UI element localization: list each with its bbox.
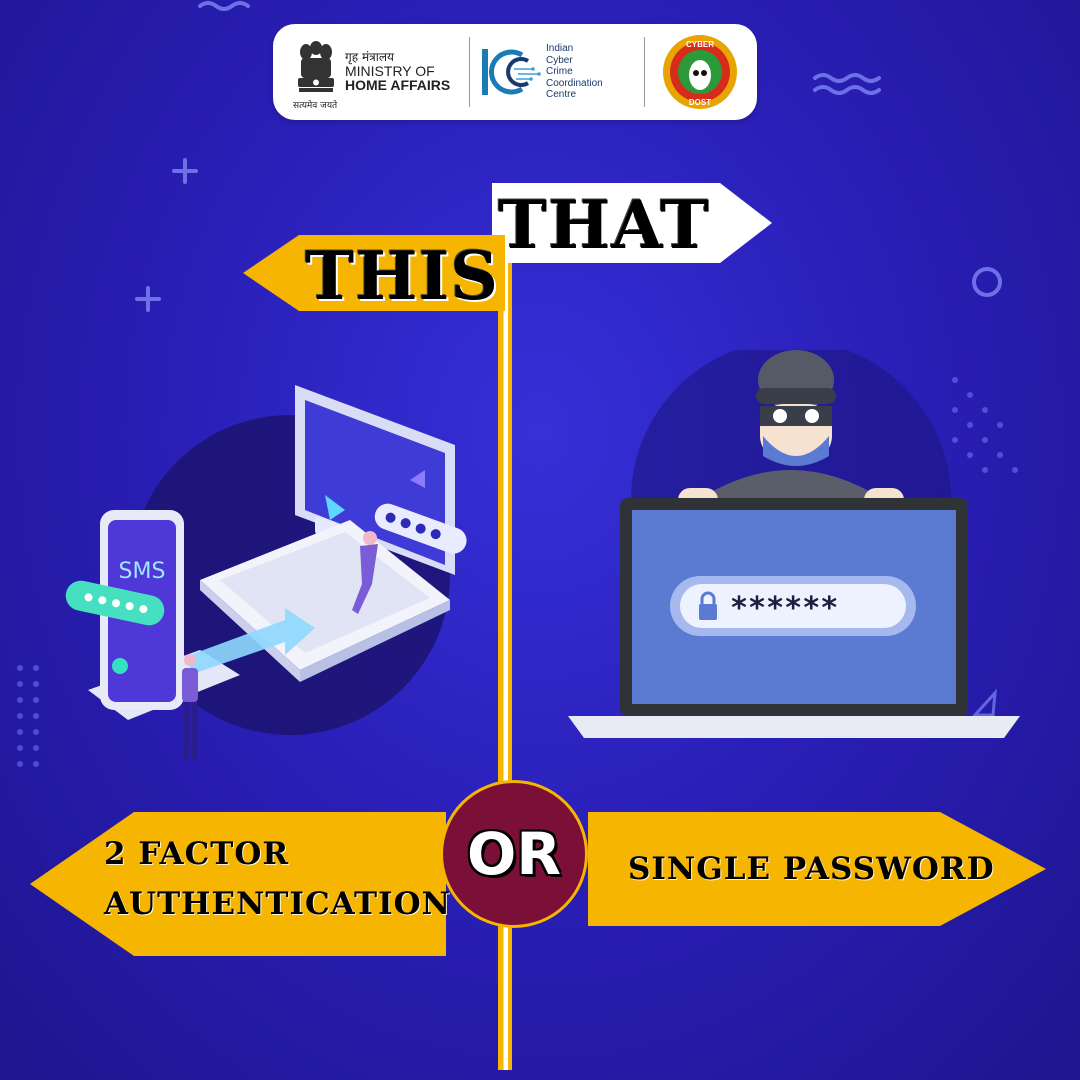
i4c-line: Indian: [546, 43, 574, 55]
cyber-dost-badge-icon: CYBER DOST: [663, 35, 737, 109]
ministry-motto: सत्यमेव जयते: [293, 101, 338, 111]
ministry-line2: HOME AFFAIRS: [345, 77, 451, 94]
smartphone: SMS: [65, 510, 240, 720]
or-label: OR: [467, 820, 561, 888]
cyber-dost-logo: CYBER DOST: [645, 33, 755, 111]
this-sign: [243, 235, 505, 311]
i4c-line: Centre: [546, 89, 577, 101]
i4c-logo: Indian Cyber Crime Coordination Centre: [470, 41, 644, 103]
header-logos: गृह मंत्रालय MINISTRY OF HOME AFFAIRS सत…: [273, 24, 757, 120]
i4c-line: Crime: [546, 66, 573, 78]
sms-text: SMS: [119, 559, 166, 584]
that-label: THAT: [498, 186, 711, 264]
or-badge: OR: [440, 780, 588, 928]
this-label: THIS: [305, 237, 500, 315]
i4c-name: Indian Cyber Crime Coordination Centre: [546, 43, 603, 101]
single-password-sign: [588, 812, 1046, 926]
badge-bottom-text: DOST: [689, 98, 711, 107]
header-divider: [644, 37, 645, 107]
that-sign: [492, 183, 772, 263]
ministry-hindi: गृह मंत्रालय: [345, 50, 394, 65]
i4c-line: Cyber: [546, 54, 573, 66]
badge-top-text: CYBER: [686, 40, 714, 49]
i4c-line: Coordination: [546, 77, 603, 89]
two-factor-illustration: SMS: [65, 385, 467, 760]
lock-icon: [699, 591, 717, 620]
header-divider: [469, 37, 470, 107]
two-factor-line2: AUTHENTICATION: [104, 886, 451, 922]
password-mask: ******: [730, 591, 838, 626]
hacker-illustration: ******: [568, 350, 1020, 738]
national-emblem-icon: [298, 41, 334, 92]
signpost-pole: [498, 258, 512, 1070]
two-factor-line1: 2 FACTOR: [104, 836, 290, 872]
two-factor-sign: [30, 812, 446, 956]
ministry-line1: MINISTRY OF: [345, 62, 435, 79]
single-password-label: SINGLE PASSWORD: [628, 851, 995, 887]
ministry-logo: गृह मंत्रालय MINISTRY OF HOME AFFAIRS सत…: [273, 36, 469, 111]
i4c-emblem-icon: [482, 49, 541, 95]
